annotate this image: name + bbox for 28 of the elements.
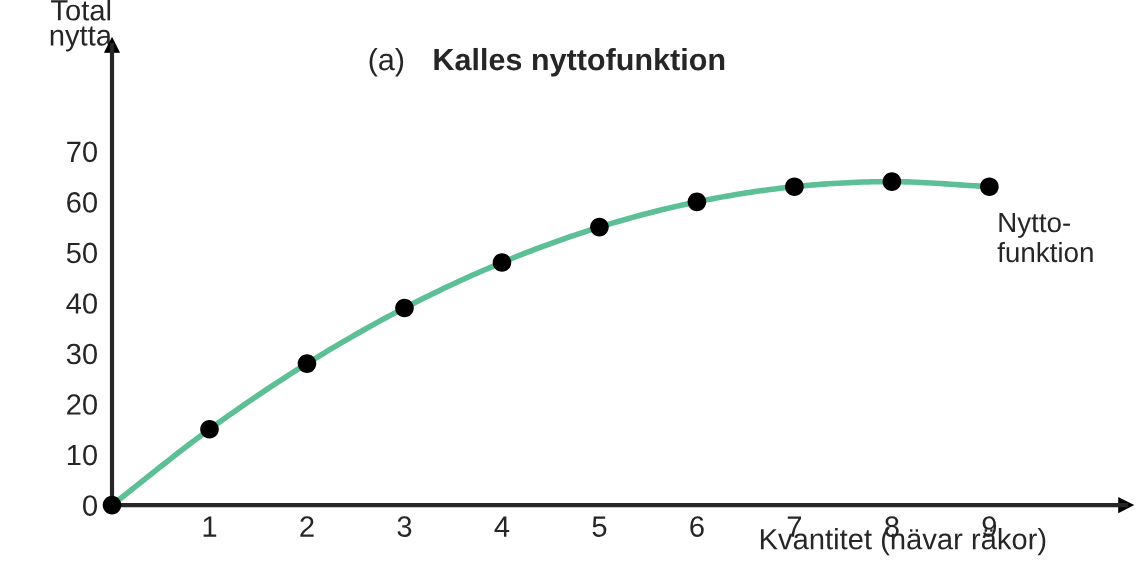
point xyxy=(687,192,707,212)
x-tick-label: 3 xyxy=(397,516,412,537)
x-tick-label: 6 xyxy=(690,516,704,537)
point xyxy=(395,298,414,318)
point xyxy=(297,354,317,373)
y-tick-label: 30 xyxy=(66,343,97,365)
y-tick-label: 0 xyxy=(83,495,97,516)
y-tick-label: 10 xyxy=(67,444,97,466)
point xyxy=(785,177,804,197)
series-label: Nytto- funktion xyxy=(997,212,1093,263)
y-axis-title: Total nytta xyxy=(50,0,113,52)
point xyxy=(102,495,122,515)
point xyxy=(590,217,609,237)
chart-title: Kalles nyttofunktion xyxy=(434,47,725,77)
y-tick-label: 70 xyxy=(67,141,97,163)
x-tick-label: 2 xyxy=(300,516,314,537)
x-tick-label: 5 xyxy=(592,516,607,537)
point xyxy=(492,253,512,272)
y-tick-label: 50 xyxy=(66,242,97,264)
annotation: (a) xyxy=(369,47,404,77)
x-tick-label: 1 xyxy=(203,516,217,537)
point xyxy=(882,172,902,191)
point xyxy=(200,419,219,439)
x-tick-label: 4 xyxy=(494,516,510,537)
point xyxy=(980,177,999,197)
y-tick-label: 40 xyxy=(66,293,97,314)
y-tick-label: 20 xyxy=(67,394,97,415)
y-tick-label: 60 xyxy=(67,192,97,213)
